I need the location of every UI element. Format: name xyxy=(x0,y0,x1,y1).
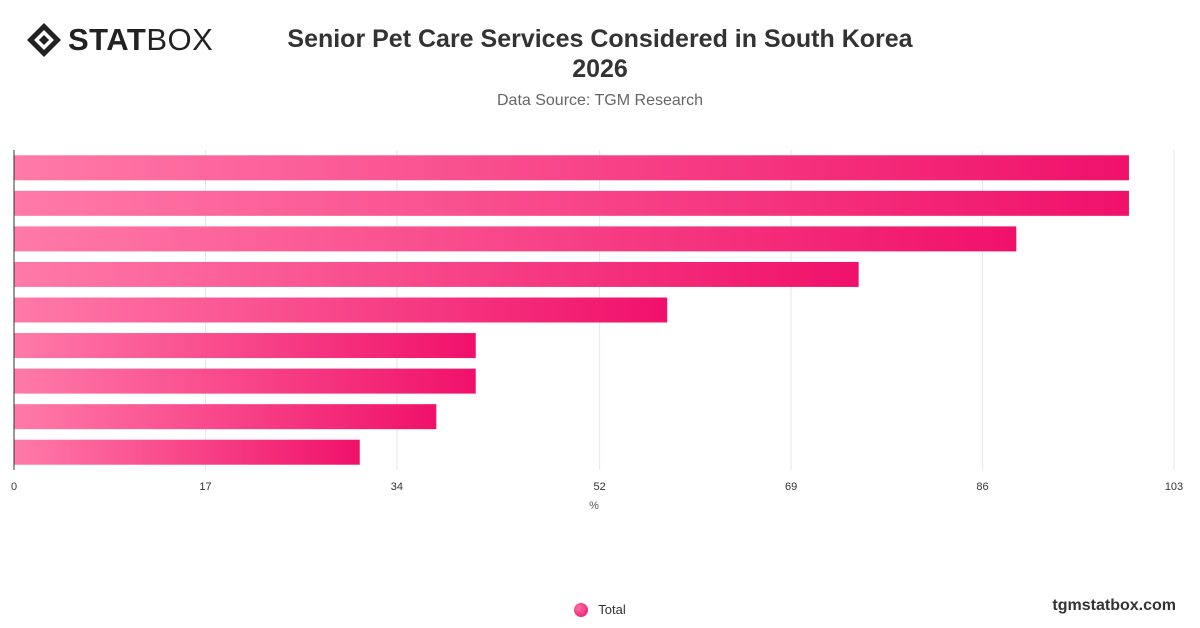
x-tick-label: 103 xyxy=(1165,481,1183,493)
bar xyxy=(14,226,1017,252)
chart-title: Senior Pet Care Services Considered in S… xyxy=(250,24,950,84)
statbox-logo: STATBOX xyxy=(26,22,213,58)
bar xyxy=(14,190,1129,216)
bar xyxy=(14,368,476,394)
bar xyxy=(14,439,360,465)
legend[interactable]: Total xyxy=(0,602,1200,617)
bar xyxy=(14,404,437,430)
logo-text-light: BOX xyxy=(146,22,214,57)
x-axis-label: % xyxy=(589,500,599,512)
logo-text-bold: STAT xyxy=(68,22,147,57)
site-url: tgmstatbox.com xyxy=(1052,597,1176,614)
bar xyxy=(14,261,859,287)
diamond-logo-icon xyxy=(27,23,61,57)
chart-title-line1: Senior Pet Care Services Considered in S… xyxy=(287,25,913,53)
legend-label[interactable]: Total xyxy=(598,602,626,617)
legend-marker[interactable] xyxy=(574,602,589,617)
chart-title-line2: 2026 xyxy=(572,55,628,83)
x-tick-label: 34 xyxy=(391,481,403,493)
bar xyxy=(14,155,1129,181)
bar xyxy=(14,297,668,323)
x-tick-label: 86 xyxy=(976,481,988,493)
bar xyxy=(14,333,476,359)
x-tick-label: 17 xyxy=(199,481,211,493)
x-tick-label: 69 xyxy=(785,481,797,493)
logo-text: STATBOX xyxy=(68,22,213,58)
chart-subtitle: Data Source: TGM Research xyxy=(496,92,703,109)
x-tick-label: 0 xyxy=(11,481,17,493)
x-tick-label: 52 xyxy=(594,481,606,493)
